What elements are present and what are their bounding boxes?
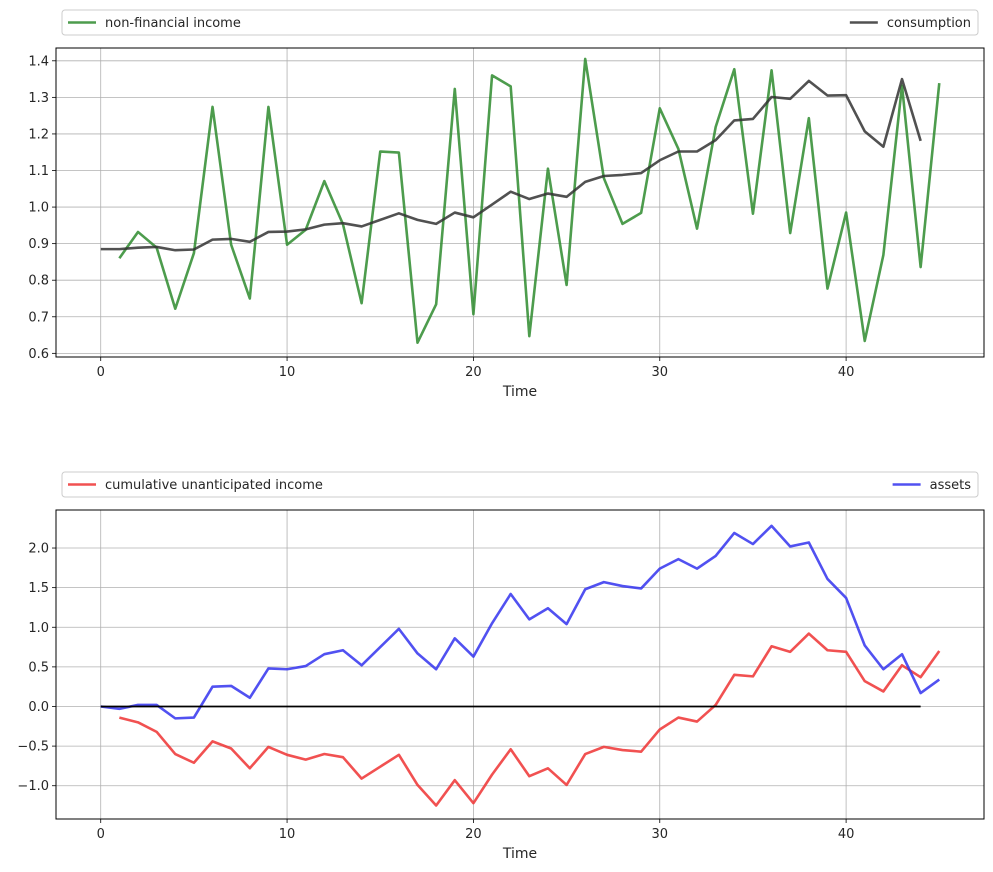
y-tick-label: 0.7 [28,310,49,325]
y-tick-label: 0.9 [28,237,49,252]
legend-frame [61,9,979,36]
y-tick-label: −0.5 [17,740,49,755]
y-tick-label: 1.2 [28,127,49,142]
x-tick-label: 0 [97,365,105,380]
cumulative-unanticipated-income-line [119,632,941,807]
y-tick-label: 1.5 [28,581,49,596]
x-tick-label: 20 [465,365,482,380]
chart-1: 0 10 20 30 40 0.6 0.7 0.8 0.9 1.0 1.1 1.2 1.3 1.4 Time… [28,9,985,400]
x-tick-label: 30 [651,365,668,380]
y-tick-label: 1.3 [28,91,49,106]
x-tick-label: 30 [651,827,668,842]
y-tick-label: 0.0 [28,700,49,715]
legend-label: cumulative unanticipated income [105,478,323,493]
y-tick-label: −1.0 [17,779,49,794]
x-tick-label: 40 [838,365,855,380]
x-tick-label: 20 [465,827,482,842]
non-financial-income-line [118,57,941,345]
x-axis-label: Time [502,846,537,862]
y-tick-label: 2.0 [28,542,49,557]
legend-label: assets [930,478,972,493]
axes-frame [55,47,985,358]
consumption-line [100,77,922,252]
axes-frame [55,509,985,820]
x-axis-label: Time [502,384,537,400]
legend-frame [61,471,979,498]
legend-label: non-financial income [105,16,241,31]
y-tick-label: 0.8 [28,274,49,289]
legend-label: consumption [887,16,971,31]
y-tick-label: 0.5 [28,660,49,675]
x-tick-label: 40 [838,827,855,842]
y-tick-label: 1.1 [28,164,49,179]
x-tick-label: 10 [279,365,296,380]
y-tick-label: 1.4 [28,54,49,69]
y-tick-label: 1.0 [28,621,49,636]
y-tick-label: 1.0 [28,201,49,216]
assets-line [100,524,941,720]
x-tick-label: 0 [97,827,105,842]
x-tick-label: 10 [279,827,296,842]
legend: cumulative unanticipated income assets [61,471,979,498]
legend: non-financial income consumption [61,9,979,36]
chart-2: 0 10 20 30 40 −1.0 −0.5 0.0 0.5 1.0 1.5 2.0 Time cumu… [17,471,985,862]
y-tick-label: 0.6 [28,347,49,362]
